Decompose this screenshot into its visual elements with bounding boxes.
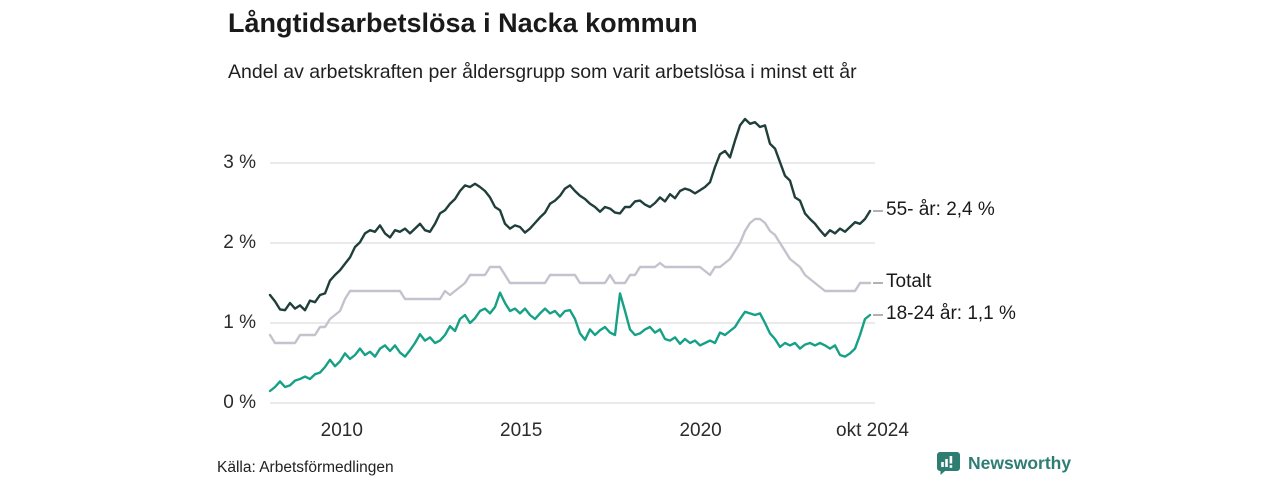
y-axis-tick: 3 % — [223, 152, 256, 173]
brand-logo: Newsworthy — [936, 451, 1071, 476]
x-axis-tick: 2010 — [320, 420, 363, 441]
brand-name: Newsworthy — [968, 453, 1072, 473]
chart-subtitle: Andel av arbetskraften per åldersgrupp s… — [228, 61, 857, 83]
x-axis-tick: 2015 — [500, 420, 543, 441]
source-note: Källa: Arbetsförmedlingen — [217, 459, 394, 476]
series-line-totalt — [268, 217, 872, 345]
series-line-55-r — [268, 117, 872, 312]
newsworthy-icon — [937, 452, 960, 475]
series-end-label-totalt: Totalt — [886, 271, 932, 292]
series-line-18-24-r — [268, 291, 872, 393]
x-axis-tick: okt 2024 — [836, 420, 909, 441]
page-title: Långtidsarbetslösa i Nacka kommun — [228, 8, 698, 38]
series-end-label-55-r: 55- år: 2,4 % — [886, 199, 995, 220]
y-axis-tick: 2 % — [223, 232, 256, 253]
y-axis-tick: 1 % — [223, 312, 256, 333]
y-axis-tick: 0 % — [223, 392, 256, 413]
x-axis-tick: 2020 — [679, 420, 722, 441]
series-end-label-18-24-r: 18-24 år: 1,1 % — [886, 303, 1016, 324]
